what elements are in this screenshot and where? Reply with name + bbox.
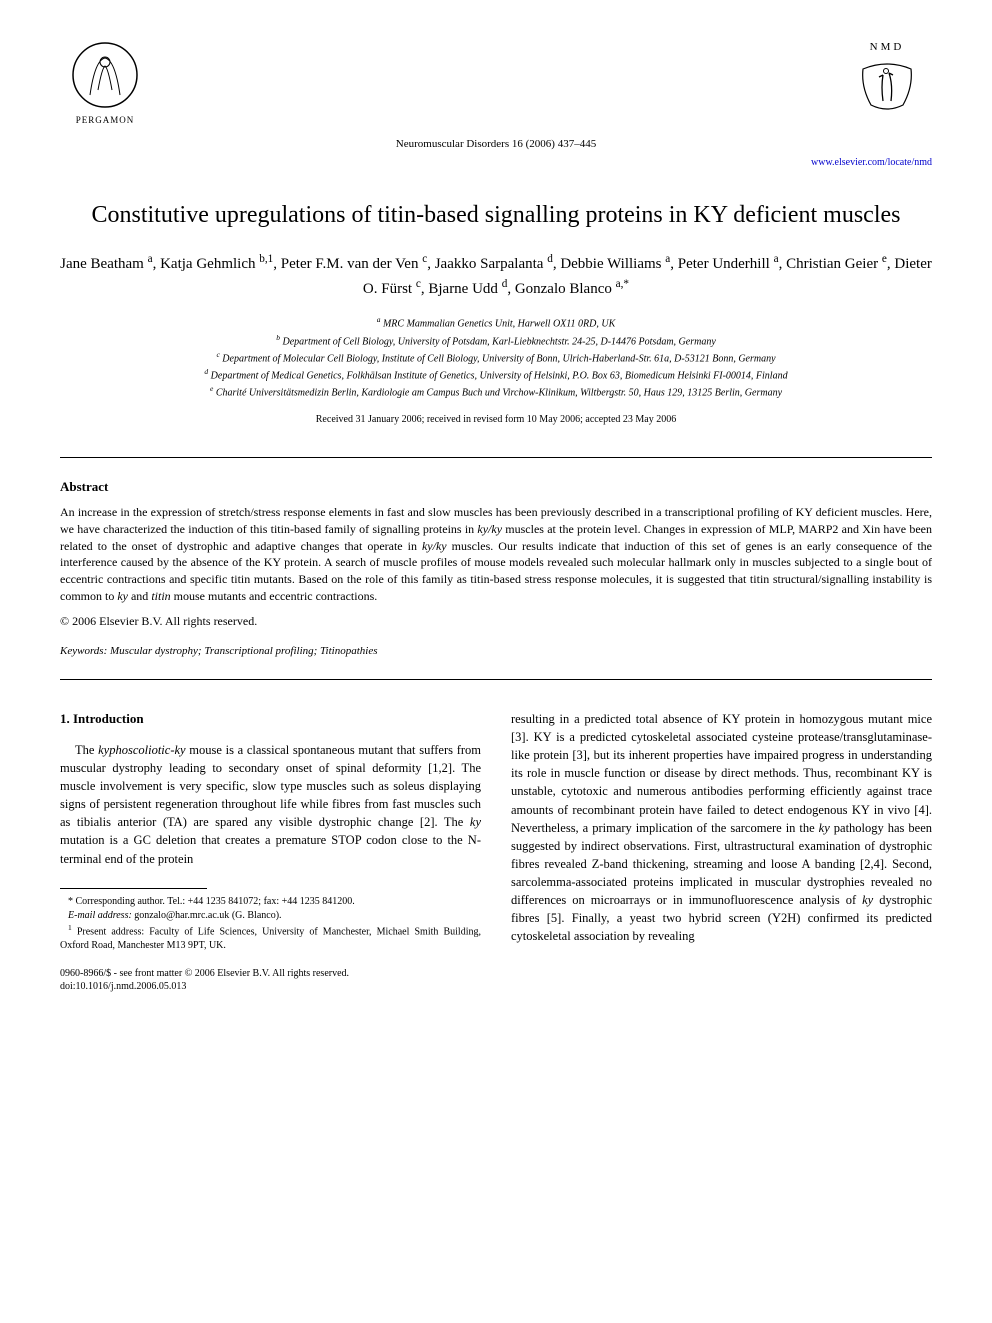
keywords-text: Muscular dystrophy; Transcriptional prof…	[110, 645, 377, 657]
article-dates: Received 31 January 2006; received in re…	[60, 413, 932, 427]
abstract-copyright: © 2006 Elsevier B.V. All rights reserved…	[60, 613, 932, 630]
doi-line: doi:10.1016/j.nmd.2006.05.013	[60, 980, 481, 993]
affiliations: a MRC Mammalian Genetics Unit, Harwell O…	[60, 314, 932, 401]
column-left: 1. Introduction The kyphoscoliotic-ky mo…	[60, 710, 481, 993]
corresponding-author-footnote: * Corresponding author. Tel.: +44 1235 8…	[60, 895, 481, 909]
authors: Jane Beatham a, Katja Gehmlich b,1, Pete…	[60, 251, 932, 300]
intro-paragraph-left: The kyphoscoliotic-ky mouse is a classic…	[60, 741, 481, 868]
email-footnote: E-mail address: gonzalo@har.mrc.ac.uk (G…	[60, 909, 481, 923]
publisher-logo-text: PERGAMON	[60, 114, 150, 127]
journal-logo: NMD	[842, 40, 932, 115]
email-person: (G. Blanco).	[232, 910, 282, 921]
intro-heading: 1. Introduction	[60, 710, 481, 729]
issn-line: 0960-8966/$ - see front matter © 2006 El…	[60, 967, 481, 980]
intro-paragraph-right: resulting in a predicted total absence o…	[511, 710, 932, 946]
pergamon-icon	[70, 40, 140, 110]
journal-logo-top: NMD	[842, 40, 932, 55]
column-right: resulting in a predicted total absence o…	[511, 710, 932, 993]
article-title: Constitutive upregulations of titin-base…	[60, 200, 932, 231]
divider	[60, 679, 932, 680]
abstract-text: An increase in the expression of stretch…	[60, 504, 932, 605]
divider	[60, 457, 932, 458]
abstract-heading: Abstract	[60, 478, 932, 496]
journal-link[interactable]: www.elsevier.com/locate/nmd	[60, 156, 932, 170]
publisher-logo: PERGAMON	[60, 40, 150, 127]
email-label: E-mail address:	[68, 910, 132, 921]
present-address-footnote: 1 Present address: Faculty of Life Scien…	[60, 923, 481, 953]
header-row: PERGAMON NMD	[60, 40, 932, 127]
footnote-divider	[60, 888, 207, 889]
keywords-label: Keywords:	[60, 645, 107, 657]
journal-reference: Neuromuscular Disorders 16 (2006) 437–44…	[60, 137, 932, 152]
footer: 0960-8966/$ - see front matter © 2006 El…	[60, 967, 481, 993]
keywords: Keywords: Muscular dystrophy; Transcript…	[60, 644, 932, 659]
email-address[interactable]: gonzalo@har.mrc.ac.uk	[134, 910, 229, 921]
nmd-icon	[853, 57, 921, 115]
body-columns: 1. Introduction The kyphoscoliotic-ky mo…	[60, 710, 932, 993]
